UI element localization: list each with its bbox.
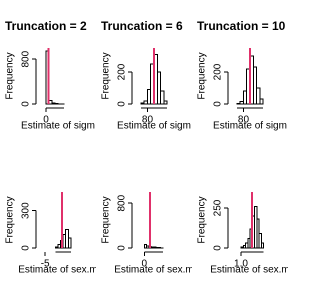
x-tick-label: -5 <box>41 259 50 270</box>
x-axis-label: Estimate of sex.m <box>210 265 288 276</box>
x-tick-label: 80 <box>238 115 250 126</box>
chart-title: Truncation = 10 <box>197 19 286 33</box>
bar <box>160 90 165 105</box>
bar <box>252 66 258 105</box>
x-tick-label: 1.0 <box>234 259 248 270</box>
bar <box>163 100 168 105</box>
chart-title: Truncation = 2 <box>5 19 87 33</box>
y-tick-label: 250 <box>213 199 224 216</box>
y-tick-label: 0 <box>21 245 32 251</box>
x-axis-label: Estimate of sigm <box>21 121 95 132</box>
bar <box>156 71 162 105</box>
x-tick-label: 0 <box>43 115 49 126</box>
y-tick-label: 200 <box>213 63 224 80</box>
y-axis-label: Frequency <box>197 196 208 243</box>
y-tick-label: 300 <box>21 202 32 219</box>
y-axis-label: Frequency <box>5 52 16 99</box>
y-axis-label: Frequency <box>5 196 16 243</box>
figure: 0 800 0 Estimate of sigm Frequency Truncation… <box>4 19 288 276</box>
bar <box>258 233 262 249</box>
x-axis-label: Estimate of sigm <box>117 121 191 132</box>
bar <box>260 242 264 249</box>
y-tick-label: 0 <box>117 245 128 251</box>
y-axis-label: Frequency <box>197 52 208 99</box>
y-axis-label: Frequency <box>101 52 112 99</box>
x-axis-label: Estimate of sex.m <box>114 265 193 276</box>
x-tick-label: 80 <box>142 115 154 126</box>
y-axis-label: Frequency <box>101 196 112 243</box>
y-tick-label: 0 <box>213 245 224 251</box>
x-axis-label: Estimate of sigm <box>213 121 287 132</box>
y-tick-label: 800 <box>21 50 32 67</box>
bar <box>259 98 264 105</box>
y-tick-label: 0 <box>117 101 128 107</box>
bar <box>256 87 261 105</box>
y-tick-label: 800 <box>117 194 128 211</box>
x-axis-label: Estimate of sex.m <box>18 265 97 276</box>
y-tick-label: 0 <box>21 101 32 107</box>
x-tick-label: 0 <box>142 259 148 270</box>
chart-title: Truncation = 6 <box>101 19 183 33</box>
y-tick-label: 200 <box>117 63 128 80</box>
bar <box>67 237 72 249</box>
y-tick-label: 0 <box>213 101 224 107</box>
